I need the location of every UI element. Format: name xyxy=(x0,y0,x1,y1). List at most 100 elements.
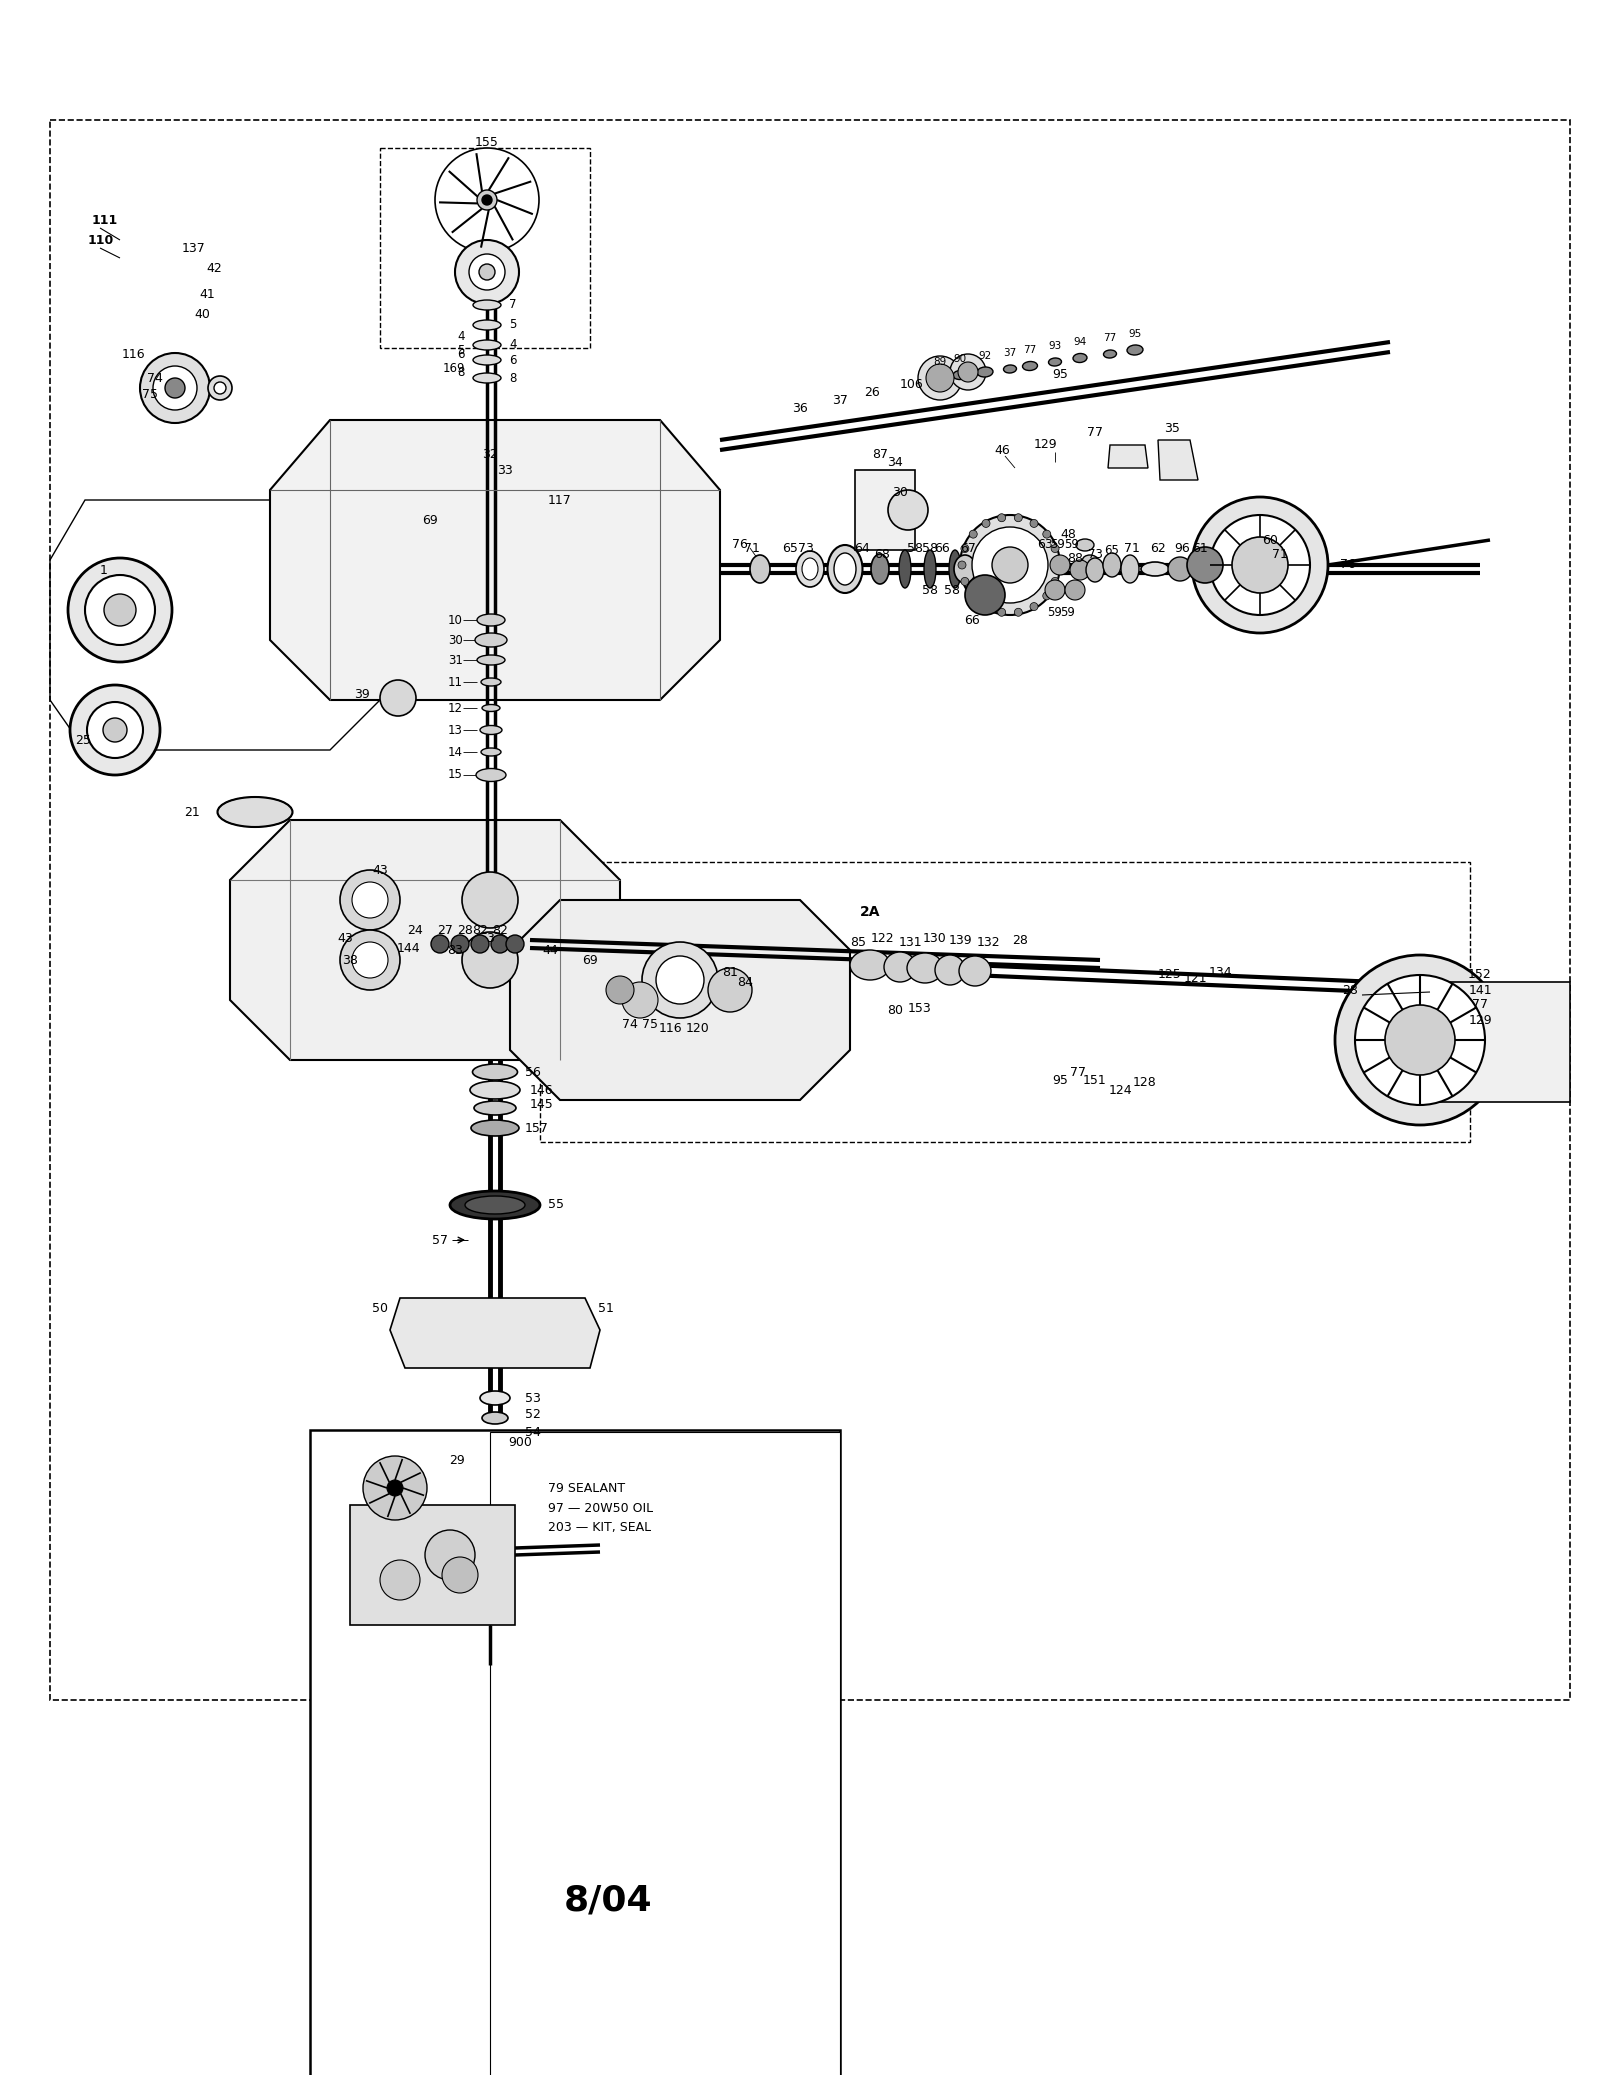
Text: 11: 11 xyxy=(448,676,462,689)
Bar xyxy=(350,1504,515,1625)
Circle shape xyxy=(454,241,518,305)
Text: 64: 64 xyxy=(854,542,870,554)
Text: 157: 157 xyxy=(525,1120,549,1135)
Circle shape xyxy=(950,355,986,390)
Circle shape xyxy=(339,869,400,930)
Text: 59: 59 xyxy=(1061,606,1075,618)
Text: 2A: 2A xyxy=(859,905,880,919)
Circle shape xyxy=(208,376,232,400)
Ellipse shape xyxy=(750,554,770,583)
Text: 46: 46 xyxy=(994,444,1010,456)
Polygon shape xyxy=(390,1299,600,1367)
Ellipse shape xyxy=(470,1120,518,1135)
Circle shape xyxy=(888,490,928,529)
Text: 87: 87 xyxy=(872,448,888,461)
Circle shape xyxy=(1054,560,1062,569)
Circle shape xyxy=(1334,954,1506,1125)
Circle shape xyxy=(642,942,718,1019)
Ellipse shape xyxy=(1003,365,1016,374)
Text: 40: 40 xyxy=(194,309,210,322)
Text: 42: 42 xyxy=(206,261,222,274)
Text: 77: 77 xyxy=(1024,344,1037,355)
Bar xyxy=(310,1430,840,2075)
Bar xyxy=(854,471,915,550)
Text: 80: 80 xyxy=(886,1004,902,1017)
Ellipse shape xyxy=(1141,562,1170,577)
Text: 71: 71 xyxy=(744,542,760,554)
Text: 65: 65 xyxy=(1104,544,1120,556)
Circle shape xyxy=(1168,556,1192,581)
Circle shape xyxy=(1050,554,1070,575)
Text: 10: 10 xyxy=(448,614,462,627)
Text: 28: 28 xyxy=(458,923,474,936)
Text: 55: 55 xyxy=(547,1199,563,1212)
Text: 137: 137 xyxy=(181,241,205,255)
Text: 14: 14 xyxy=(448,745,462,759)
Circle shape xyxy=(430,936,450,952)
Ellipse shape xyxy=(1083,554,1098,564)
Text: 169: 169 xyxy=(443,361,466,373)
Text: 83: 83 xyxy=(446,944,462,957)
Circle shape xyxy=(426,1529,475,1579)
Text: 116: 116 xyxy=(122,349,146,361)
Ellipse shape xyxy=(899,550,910,587)
Text: 43: 43 xyxy=(373,863,387,876)
Text: 1: 1 xyxy=(99,564,107,577)
Bar xyxy=(490,1432,840,2075)
Circle shape xyxy=(472,1442,509,1477)
Circle shape xyxy=(165,378,186,398)
Text: 26: 26 xyxy=(864,386,880,400)
Text: 110: 110 xyxy=(88,234,114,247)
Text: 65: 65 xyxy=(782,542,798,554)
Text: 85: 85 xyxy=(850,936,866,948)
Text: 21: 21 xyxy=(184,805,200,818)
Circle shape xyxy=(104,593,136,627)
Text: 151: 151 xyxy=(1083,1073,1107,1087)
Text: 94: 94 xyxy=(1074,336,1086,347)
Circle shape xyxy=(622,981,658,1019)
Text: 129: 129 xyxy=(1469,1013,1491,1027)
Text: 97 — 20W50 OIL: 97 — 20W50 OIL xyxy=(547,1502,653,1515)
Text: 34: 34 xyxy=(886,456,902,469)
Text: 134: 134 xyxy=(1208,965,1232,979)
Polygon shape xyxy=(1158,440,1198,479)
Text: 93: 93 xyxy=(1048,340,1062,351)
Ellipse shape xyxy=(827,546,862,593)
Text: 116: 116 xyxy=(658,1021,682,1035)
Polygon shape xyxy=(230,820,621,1060)
Ellipse shape xyxy=(450,1191,541,1218)
Circle shape xyxy=(451,936,469,952)
Circle shape xyxy=(387,1479,403,1496)
Text: 4: 4 xyxy=(509,338,517,351)
Circle shape xyxy=(1187,548,1222,583)
Text: 56: 56 xyxy=(525,1064,541,1079)
Text: 73: 73 xyxy=(1088,548,1102,562)
Text: 146: 146 xyxy=(530,1083,554,1096)
Circle shape xyxy=(363,1457,427,1521)
Circle shape xyxy=(960,515,1059,614)
Text: 29: 29 xyxy=(450,1452,466,1467)
Ellipse shape xyxy=(480,1390,510,1405)
Text: 28: 28 xyxy=(1342,984,1358,996)
Circle shape xyxy=(491,936,509,952)
Bar xyxy=(50,120,1570,1699)
Text: 3: 3 xyxy=(486,932,494,944)
Text: 50: 50 xyxy=(371,1301,387,1313)
Text: 132: 132 xyxy=(976,936,1000,948)
Text: 75: 75 xyxy=(642,1019,658,1031)
Ellipse shape xyxy=(218,797,293,828)
Circle shape xyxy=(469,253,506,291)
Ellipse shape xyxy=(1022,361,1037,371)
Text: 51: 51 xyxy=(598,1301,614,1313)
Text: 66: 66 xyxy=(934,542,950,554)
Circle shape xyxy=(1051,544,1059,552)
Bar xyxy=(541,861,1470,1141)
Circle shape xyxy=(141,353,210,423)
Circle shape xyxy=(973,527,1048,604)
Text: 74: 74 xyxy=(147,371,163,384)
Ellipse shape xyxy=(466,1195,525,1214)
Ellipse shape xyxy=(870,554,890,583)
Ellipse shape xyxy=(797,552,824,587)
Circle shape xyxy=(442,1556,478,1594)
Circle shape xyxy=(992,548,1027,583)
